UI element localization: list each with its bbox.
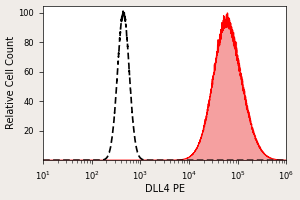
Y-axis label: Relative Cell Count: Relative Cell Count (6, 36, 16, 129)
X-axis label: DLL4 PE: DLL4 PE (145, 184, 185, 194)
